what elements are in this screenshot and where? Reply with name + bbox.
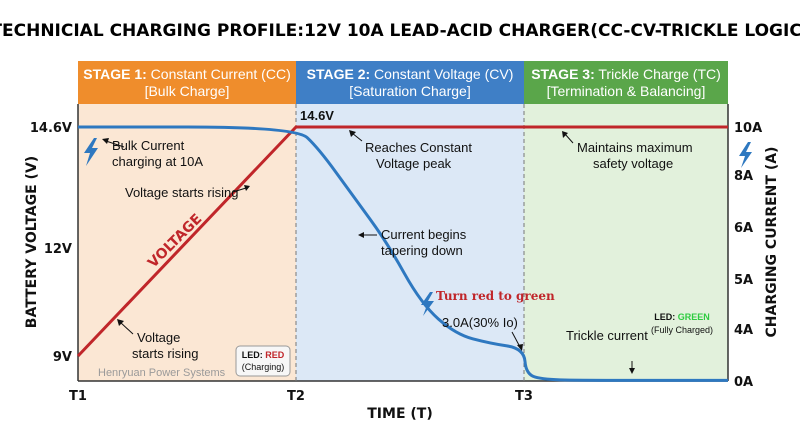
left-tick-label: 9V	[53, 350, 72, 365]
annotation-maintains-voltage: Maintains maximum safety voltage	[562, 131, 693, 171]
stage-3-subtitle: [Termination & Balancing]	[547, 83, 706, 99]
svg-text:Voltage starts rising: Voltage starts rising	[125, 185, 238, 200]
stage-3-background	[524, 104, 728, 381]
right-tick-label: 4A	[734, 323, 753, 338]
stage-2-title: STAGE 2: Constant Voltage (CV)	[307, 66, 514, 82]
led-red-indicator: LED: RED (Charging)	[235, 345, 291, 377]
svg-text:3.0A(30% Io): 3.0A(30% Io)	[442, 315, 518, 330]
stage-2-header: STAGE 2: Constant Voltage (CV) [Saturati…	[296, 61, 524, 104]
svg-text:charging at 10A: charging at 10A	[112, 154, 203, 169]
left-tick-label: 12V	[44, 242, 72, 257]
svg-text:safety voltage: safety voltage	[593, 156, 673, 171]
x-axis-label: TIME (T)	[367, 406, 432, 422]
svg-text:(Charging): (Charging)	[242, 362, 285, 372]
peak-voltage-label: 14.6V	[300, 108, 334, 123]
lightning-icon	[84, 138, 98, 166]
stage-2-background	[296, 104, 524, 381]
right-tick-label: 8A	[734, 169, 753, 184]
annotation-reaches-peak: Reaches Constant Voltage peak	[349, 130, 472, 171]
stage-1-header: STAGE 1: Constant Current (CC) [Bulk Cha…	[78, 61, 296, 104]
x-tick-label: T1	[69, 389, 87, 404]
svg-text:Voltage: Voltage	[137, 330, 180, 345]
annotation-trickle-current: Trickle current	[566, 328, 648, 374]
annotation-three-amp: 3.0A(30% Io)	[442, 315, 523, 351]
brand-watermark: Henryuan Power Systems	[98, 367, 226, 379]
right-tick-label: 0A	[734, 375, 753, 390]
right-axis-label: CHARGING CURRENT (A)	[764, 147, 780, 338]
stage-3-title: STAGE 3: Trickle Charge (TC)	[531, 66, 721, 82]
left-axis-label: BATTERY VOLTAGE (V)	[24, 156, 40, 328]
led-green-indicator: LED: GREEN (Fully Charged)	[651, 312, 713, 335]
stage-3-header: STAGE 3: Trickle Charge (TC) [Terminatio…	[524, 61, 728, 104]
stage-2-subtitle: [Saturation Charge]	[349, 83, 470, 99]
svg-text:Trickle current: Trickle current	[566, 328, 648, 343]
svg-text:Reaches Constant: Reaches Constant	[365, 140, 472, 155]
annotation-voltage-rising-top: Voltage starts rising	[125, 185, 250, 200]
lightning-icon	[739, 142, 752, 168]
svg-text:starts rising: starts rising	[132, 346, 198, 361]
current-series-line	[78, 125, 728, 382]
stage-1-subtitle: [Bulk Charge]	[145, 83, 230, 99]
left-tick-labels: 14.6V 12V 9V	[30, 121, 72, 365]
svg-text:Maintains maximum: Maintains maximum	[577, 140, 693, 155]
right-tick-label: 10A	[734, 121, 762, 136]
stage-1-title: STAGE 1: Constant Current (CC)	[83, 66, 290, 82]
right-tick-labels: 10A 8A 6A 5A 4A 0A	[734, 121, 762, 390]
x-tick-labels: T1 T2 T3	[69, 389, 533, 404]
x-tick-label: T3	[515, 389, 533, 404]
lightning-icon	[421, 292, 434, 316]
svg-text:(Fully Charged): (Fully Charged)	[651, 325, 713, 335]
svg-text:Bulk Current: Bulk Current	[112, 138, 185, 153]
svg-text:Current begins: Current begins	[381, 227, 467, 242]
svg-text:Voltage peak: Voltage peak	[376, 156, 452, 171]
chart-title: TECHNICIAL CHARGING PROFILE:12V 10A LEAD…	[0, 21, 800, 41]
x-tick-label: T2	[287, 389, 305, 404]
left-tick-label: 14.6V	[30, 121, 72, 136]
svg-text:tapering down: tapering down	[381, 243, 463, 258]
svg-text:LED: RED: LED: RED	[242, 350, 285, 360]
right-tick-label: 6A	[734, 221, 753, 236]
svg-text:LED: GREEN: LED: GREEN	[654, 312, 710, 322]
annotation-bulk-current: Bulk Current charging at 10A	[102, 138, 203, 169]
annotation-voltage-rising-bottom: Voltage starts rising	[117, 319, 198, 361]
annotation-current-tapering: Current begins tapering down	[358, 227, 467, 258]
voltage-series-line	[76, 125, 728, 358]
turn-red-to-green-label: Turn red to green	[436, 289, 555, 303]
right-tick-label: 5A	[734, 273, 753, 288]
